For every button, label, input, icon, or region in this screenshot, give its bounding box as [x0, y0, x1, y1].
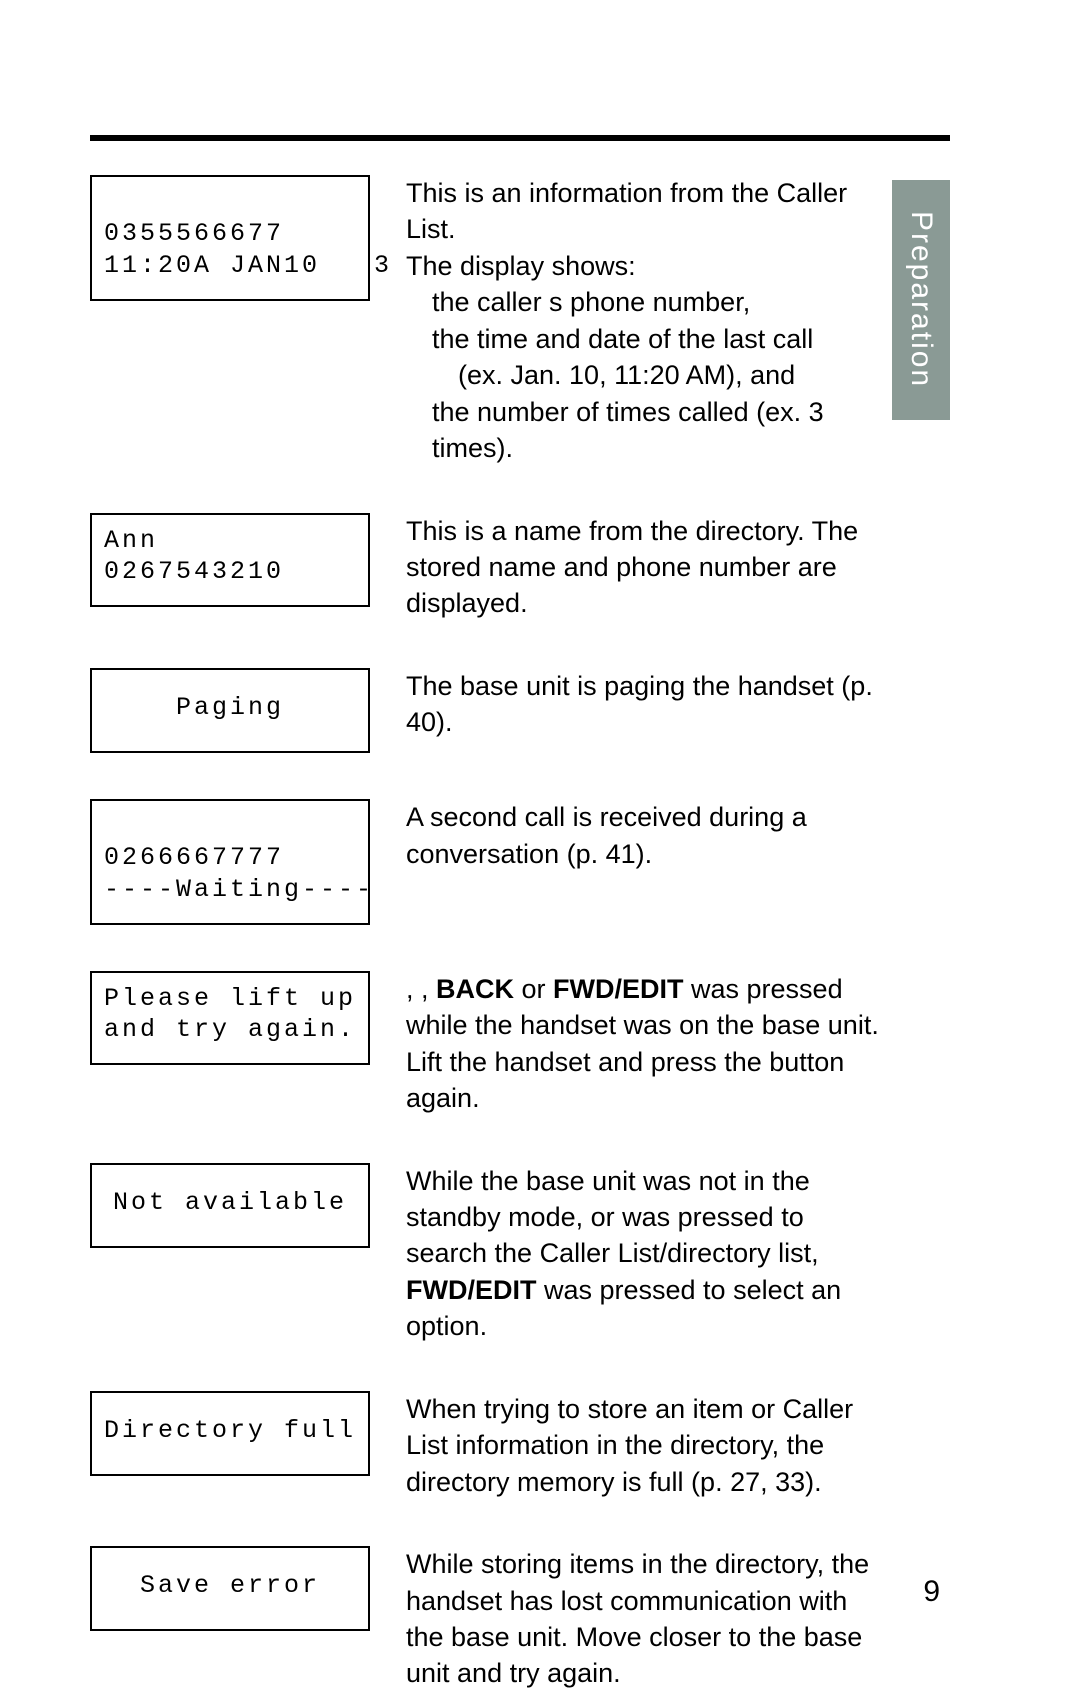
lcd-display: Please lift up and try again.: [90, 971, 370, 1066]
description-text: While storing items in the directory, th…: [406, 1546, 880, 1692]
description-line: This is an information from the Caller L…: [406, 175, 880, 248]
lcd-display: Save error: [90, 1546, 370, 1631]
display-row: Directory full When trying to store an it…: [90, 1391, 880, 1500]
display-row: Paging The base unit is paging the handse…: [90, 668, 880, 753]
description-line: This is a name from the directory. The s…: [406, 513, 880, 622]
description-text: When trying to store an item or Caller L…: [406, 1391, 880, 1500]
description-line: While storing items in the directory, th…: [406, 1546, 880, 1692]
description-segment: or: [514, 974, 553, 1004]
display-row: Not available While the base unit was not…: [90, 1163, 880, 1345]
description-line: The display shows:: [406, 248, 880, 284]
display-row: 0266667777 ----Waiting---- A second call …: [90, 799, 880, 925]
lcd-display: 0266667777 ----Waiting----: [90, 799, 370, 925]
display-row: Ann 0267543210 This is a name from the d…: [90, 513, 880, 622]
button-label: FWD/EDIT: [406, 1275, 536, 1305]
lcd-display: 0355566677 11:20A JAN10 3: [90, 175, 370, 301]
page-number: 9: [923, 1575, 940, 1609]
button-label: BACK: [436, 974, 514, 1004]
description-text: A second call is received during a conve…: [406, 799, 880, 872]
description-line: the caller s phone number,: [406, 284, 880, 320]
lcd-display: Ann 0267543210: [90, 513, 370, 608]
page: Preparation 0355566677 11:20A JAN10 3 Thi…: [0, 0, 1080, 1669]
lcd-display: Directory full: [90, 1391, 370, 1476]
description-line: The base unit is paging the handset (p. …: [406, 668, 880, 741]
content-area: 0355566677 11:20A JAN10 3 This is an info…: [90, 175, 880, 1692]
description-text: This is an information from the Caller L…: [406, 175, 880, 467]
display-row: Save error While storing items in the dir…: [90, 1546, 880, 1692]
description-segment: While the base unit was not in the stand…: [406, 1166, 819, 1269]
display-row: Please lift up and try again. , , BACK o…: [90, 971, 880, 1117]
description-line: (ex. Jan. 10, 11:20 AM), and: [406, 357, 880, 393]
section-tab: Preparation: [892, 180, 950, 420]
display-row: 0355566677 11:20A JAN10 3 This is an info…: [90, 175, 880, 467]
description-line: the number of times called (ex. 3 times)…: [406, 394, 880, 467]
description-line: the time and date of the last call: [406, 321, 880, 357]
lcd-display: Paging: [90, 668, 370, 753]
lcd-display: Not available: [90, 1163, 370, 1248]
description-text: This is a name from the directory. The s…: [406, 513, 880, 622]
description-text: , , BACK or FWD/EDIT was pressed while t…: [406, 971, 880, 1117]
button-label: FWD/EDIT: [553, 974, 683, 1004]
description-line: A second call is received during a conve…: [406, 799, 880, 872]
description-line: When trying to store an item or Caller L…: [406, 1391, 880, 1500]
section-tab-label: Preparation: [904, 211, 938, 388]
description-text: The base unit is paging the handset (p. …: [406, 668, 880, 741]
description-segment: , ,: [406, 974, 436, 1004]
description-text: While the base unit was not in the stand…: [406, 1163, 880, 1345]
top-rule: [90, 135, 950, 141]
